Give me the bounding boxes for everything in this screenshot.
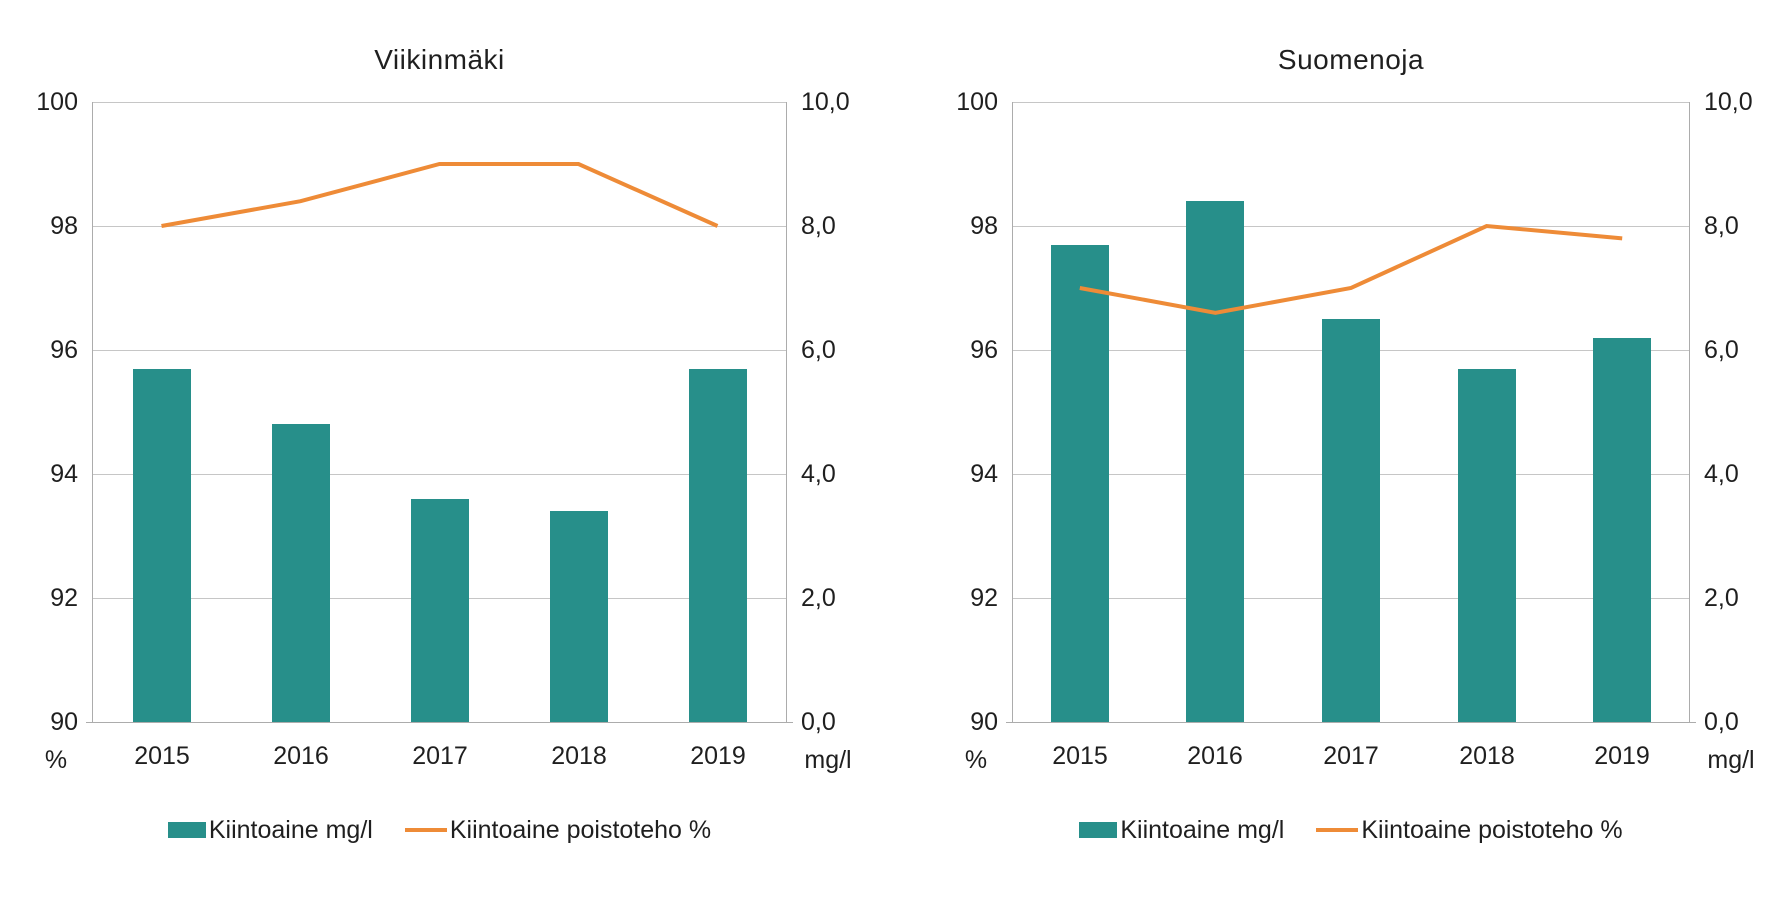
line-series-path	[1079, 223, 1623, 315]
x-axis-label-2018: 2018	[1459, 742, 1515, 770]
legend-line-label: Kiintoaine poistoteho %	[1361, 816, 1623, 844]
right-axis-tick-label: 6,0	[1704, 336, 1739, 364]
line-series	[161, 162, 719, 228]
x-axis-label-2018: 2018	[551, 742, 607, 770]
legend-line-label: Kiintoaine poistoteho %	[449, 816, 712, 844]
right-axis-line	[1689, 102, 1690, 722]
bar-2019	[1593, 338, 1651, 722]
gridline	[92, 102, 787, 103]
gridline	[92, 474, 787, 475]
right-axis-tick-label: 4,0	[801, 460, 836, 488]
chart-title: Suomenoja	[1277, 44, 1425, 75]
bar-2017	[1322, 319, 1380, 722]
legend-line-swatch	[1316, 828, 1359, 832]
chart-suomenoja: Suomenoja Kiintoaine mg/l Kiintoaine poi…	[893, 0, 1785, 899]
legend-bar-label: Kiintoaine mg/l	[1120, 816, 1285, 844]
x-axis-line	[1006, 722, 1696, 723]
bar-2016	[1186, 201, 1244, 722]
right-axis-tick-label: 10,0	[801, 88, 850, 116]
bar-2018	[550, 511, 608, 722]
left-axis-tick-label: 96	[970, 336, 998, 364]
legend-bar-swatch	[167, 822, 206, 838]
x-axis-label-2016: 2016	[1187, 742, 1243, 770]
right-axis-tick-label: 10,0	[1704, 88, 1753, 116]
line-series	[1079, 223, 1623, 315]
gridline	[92, 350, 787, 351]
x-axis-label-2015: 2015	[134, 742, 190, 770]
left-axis-unit-label: %	[964, 746, 988, 774]
left-axis-unit-label: %	[44, 746, 68, 774]
bar-2018	[1458, 369, 1516, 722]
right-axis-tick-label: 2,0	[1704, 584, 1739, 612]
right-axis-line	[786, 102, 787, 722]
left-axis-tick-label: 96	[50, 336, 78, 364]
left-axis-tick-label: 92	[970, 584, 998, 612]
gridline	[1012, 102, 1690, 103]
left-axis-tick-label: 90	[970, 708, 998, 736]
bar-2015	[1051, 245, 1109, 722]
right-axis-tick-label: 6,0	[801, 336, 836, 364]
right-axis-tick-label: 0,0	[1704, 708, 1739, 736]
bar-2016	[272, 424, 330, 722]
left-axis-tick-label: 100	[36, 88, 78, 116]
x-axis-label-2019: 2019	[690, 742, 746, 770]
right-axis-unit-label: mg/l	[804, 746, 852, 774]
left-axis-tick-label: 92	[50, 584, 78, 612]
bar-2015	[133, 369, 191, 722]
bar-2019	[689, 369, 747, 722]
left-axis-tick-label: 98	[970, 212, 998, 240]
left-axis-line	[92, 102, 93, 722]
right-axis-tick-label: 4,0	[1704, 460, 1739, 488]
bar-2017	[411, 499, 469, 722]
gridline	[1012, 226, 1690, 227]
right-axis-tick-label: 0,0	[801, 708, 836, 736]
plot-area	[1006, 102, 1696, 723]
plot-area	[86, 102, 793, 723]
x-axis-label-2015: 2015	[1052, 742, 1108, 770]
right-axis-tick-label: 8,0	[1704, 212, 1739, 240]
x-axis-label-2019: 2019	[1594, 742, 1650, 770]
legend: Kiintoaine mg/l Kiintoaine poistoteho %	[92, 816, 787, 844]
x-axis-label-2016: 2016	[273, 742, 329, 770]
chart-title: Viikinmäki	[374, 44, 505, 75]
right-axis-unit-label: mg/l	[1707, 746, 1755, 774]
left-axis-tick-label: 98	[50, 212, 78, 240]
legend: Kiintoaine mg/l Kiintoaine poistoteho %	[1012, 816, 1690, 844]
x-axis-label-2017: 2017	[1323, 742, 1379, 770]
legend-bar-swatch	[1079, 822, 1118, 838]
right-axis-tick-label: 2,0	[801, 584, 836, 612]
line-series-path	[161, 162, 719, 228]
left-axis-tick-label: 100	[956, 88, 998, 116]
legend-bar-label: Kiintoaine mg/l	[208, 816, 373, 844]
left-axis-tick-label: 94	[50, 460, 78, 488]
gridline	[92, 226, 787, 227]
right-axis-tick-label: 8,0	[801, 212, 836, 240]
left-axis-tick-label: 94	[970, 460, 998, 488]
x-axis-label-2017: 2017	[412, 742, 468, 770]
legend-line-swatch	[404, 828, 447, 832]
left-axis-line	[1012, 102, 1013, 722]
chart-viikinmaki: Viikinmäki Kiintoaine mg/l Kiintoaine po…	[36, 44, 852, 844]
x-axis-line	[86, 722, 793, 723]
left-axis-tick-label: 90	[50, 708, 78, 736]
